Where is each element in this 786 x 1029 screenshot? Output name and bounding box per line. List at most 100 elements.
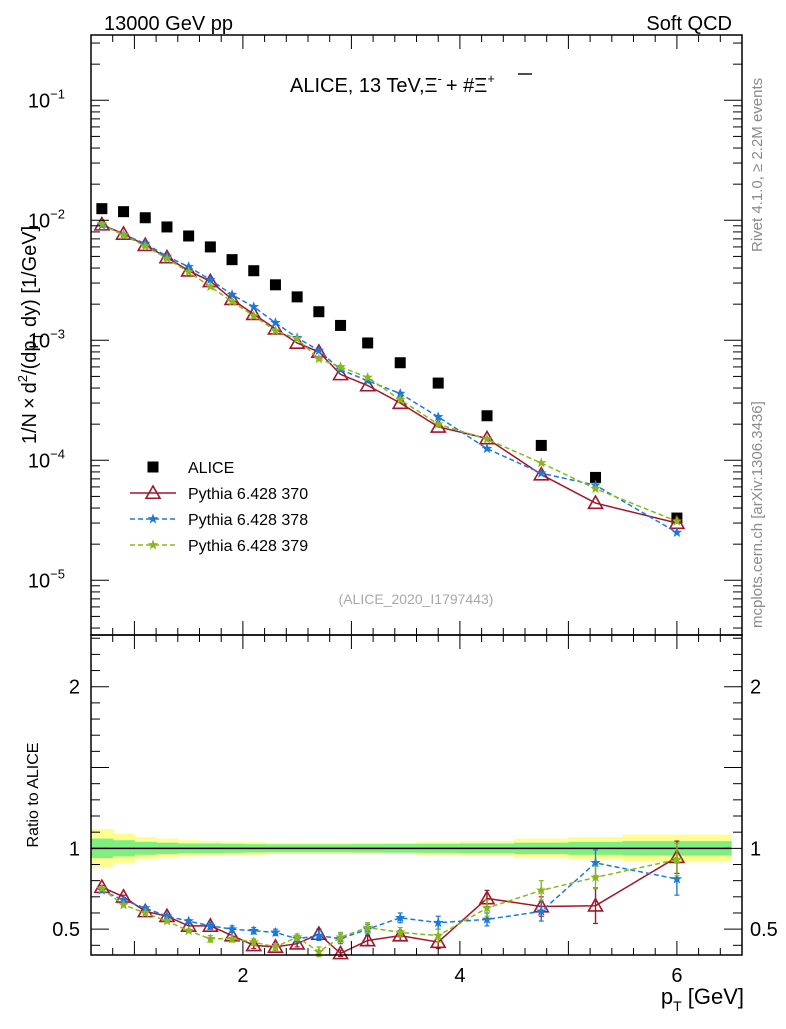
ratio-ytick-label-right-2: 2 bbox=[750, 677, 761, 699]
main-point-3-14 bbox=[432, 418, 444, 429]
xi-bar-symbol: Ξ bbox=[474, 75, 487, 97]
ratio-point-2-10 bbox=[313, 946, 325, 957]
ratio-point-2-9 bbox=[291, 931, 303, 942]
main-point-3-13 bbox=[394, 394, 406, 405]
ratio-ylabel: Ratio to ALICE bbox=[25, 743, 42, 848]
xtick-label-6: 6 bbox=[671, 965, 682, 987]
main-point-2-16 bbox=[536, 467, 547, 478]
main-point-3-9 bbox=[291, 333, 303, 344]
main-point-0-13 bbox=[394, 357, 406, 369]
main-point-3-7 bbox=[248, 310, 259, 321]
main-point-2-5 bbox=[205, 274, 216, 285]
ratio-point-2-0 bbox=[96, 883, 108, 894]
ratio-ytick-label-left-0.5: 0.5 bbox=[52, 919, 80, 941]
main-point-3-2 bbox=[140, 240, 151, 251]
main-series-layer bbox=[93, 203, 686, 537]
main-point-0-3 bbox=[161, 221, 173, 233]
main-point-3-15 bbox=[481, 433, 493, 444]
main-point-2-15 bbox=[481, 443, 493, 454]
main-point-3-4 bbox=[183, 266, 194, 277]
ratio-point-1-17 bbox=[590, 857, 601, 868]
main-point-2-8 bbox=[270, 317, 281, 328]
main-point-1-4 bbox=[180, 262, 198, 277]
main-point-0-7 bbox=[248, 265, 260, 277]
ratio-point-2-4 bbox=[183, 925, 194, 936]
main-series-0 bbox=[96, 203, 683, 524]
main-point-2-7 bbox=[248, 301, 259, 312]
main-point-0-5 bbox=[204, 241, 216, 253]
xtick-label-2: 2 bbox=[237, 965, 248, 987]
ratio-point-2-15 bbox=[481, 902, 493, 913]
ratio-point-2-7 bbox=[248, 936, 259, 947]
legend-marker-0 bbox=[147, 461, 159, 473]
ratio-point-0-14 bbox=[429, 933, 447, 949]
ratio-ytick-label-left-2: 2 bbox=[69, 677, 80, 699]
ratio-point-2-16 bbox=[536, 884, 547, 895]
main-ytick-label: 10−4 bbox=[28, 446, 65, 472]
main-point-0-6 bbox=[226, 254, 238, 266]
rivet-label: Rivet 4.1.0, ≥ 2.2M events bbox=[749, 78, 766, 252]
ratio-point-0-2 bbox=[136, 902, 154, 918]
ratio-point-1-4 bbox=[183, 915, 194, 926]
header-right: Soft QCD bbox=[646, 13, 732, 35]
main-point-1-14 bbox=[429, 418, 447, 433]
main-ytick-label: 10−3 bbox=[28, 326, 65, 352]
ratio-point-2-18 bbox=[671, 854, 683, 865]
ratio-ytick-label-right-0.5: 0.5 bbox=[750, 919, 778, 941]
ratio-point-2-13 bbox=[394, 926, 406, 937]
ratio-point-1-10 bbox=[313, 930, 325, 941]
ratio-point-0-7 bbox=[245, 936, 263, 952]
ratio-point-0-9 bbox=[288, 935, 306, 950]
main-point-3-18 bbox=[671, 515, 683, 526]
main-point-3-5 bbox=[205, 281, 216, 292]
ratio-point-2-17 bbox=[590, 871, 601, 882]
main-point-1-11 bbox=[332, 365, 349, 381]
main-point-3-3 bbox=[161, 253, 173, 263]
mcplots-label: mcplots.cern.ch [arXiv:1306.3436] bbox=[749, 401, 766, 628]
main-point-2-12 bbox=[362, 375, 373, 386]
ratio-point-0-12 bbox=[359, 931, 377, 947]
main-point-0-16 bbox=[535, 439, 547, 451]
ratio-point-1-15 bbox=[481, 913, 493, 924]
ratio-ytick-label-right-1: 1 bbox=[750, 838, 761, 860]
x-axis-label: pT [GeV] bbox=[661, 984, 744, 1014]
ratio-point-0-17 bbox=[587, 897, 604, 912]
legend-label-2: Pythia 6.428 378 bbox=[188, 512, 308, 529]
ratio-ytick-label-left-1: 1 bbox=[69, 838, 80, 860]
main-point-0-1 bbox=[118, 206, 130, 218]
ratio-point-2-3 bbox=[161, 915, 173, 926]
main-series-3 bbox=[96, 218, 683, 526]
main-point-3-17 bbox=[590, 483, 601, 494]
main-point-0-0 bbox=[96, 203, 108, 215]
legend-label-1: Pythia 6.428 370 bbox=[188, 486, 308, 503]
main-point-1-17 bbox=[587, 494, 604, 510]
ratio-point-2-11 bbox=[335, 931, 346, 942]
ratio-point-1-6 bbox=[226, 923, 238, 934]
analysis-watermark: (ALICE_2020_I1797443) bbox=[339, 591, 494, 607]
ratio-point-1-13 bbox=[394, 912, 406, 923]
ratio-point-2-1 bbox=[118, 899, 129, 910]
ratio-point-1-18 bbox=[671, 873, 683, 884]
ratio-frame bbox=[90, 634, 743, 956]
legend-marker-1 bbox=[144, 484, 162, 500]
main-point-0-12 bbox=[362, 337, 374, 349]
main-point-2-13 bbox=[394, 388, 406, 398]
ratio-point-2-14 bbox=[432, 930, 444, 941]
main-point-0-4 bbox=[183, 230, 195, 242]
legend-marker-3 bbox=[147, 539, 159, 550]
ratio-series-line-0 bbox=[101, 856, 678, 955]
legend-label-0: ALICE bbox=[188, 460, 234, 477]
ratio-point-2-12 bbox=[362, 922, 373, 932]
main-ytick-label: 10−2 bbox=[28, 206, 65, 232]
main-point-3-6 bbox=[226, 296, 238, 307]
main-point-3-11 bbox=[335, 361, 346, 372]
main-point-3-16 bbox=[536, 457, 547, 468]
main-point-2-4 bbox=[183, 261, 194, 272]
axes-frames: 2 4 6 10−5 10−4 10−3 10−2 10−1 0.5 0.5 1 1 2 2 bbox=[28, 34, 778, 987]
ratio-panel bbox=[91, 828, 732, 868]
legend-label-3: Pythia 6.428 379 bbox=[188, 538, 308, 555]
main-point-0-8 bbox=[269, 279, 281, 291]
main-point-1-8 bbox=[267, 320, 284, 335]
main-point-1-16 bbox=[532, 465, 550, 481]
